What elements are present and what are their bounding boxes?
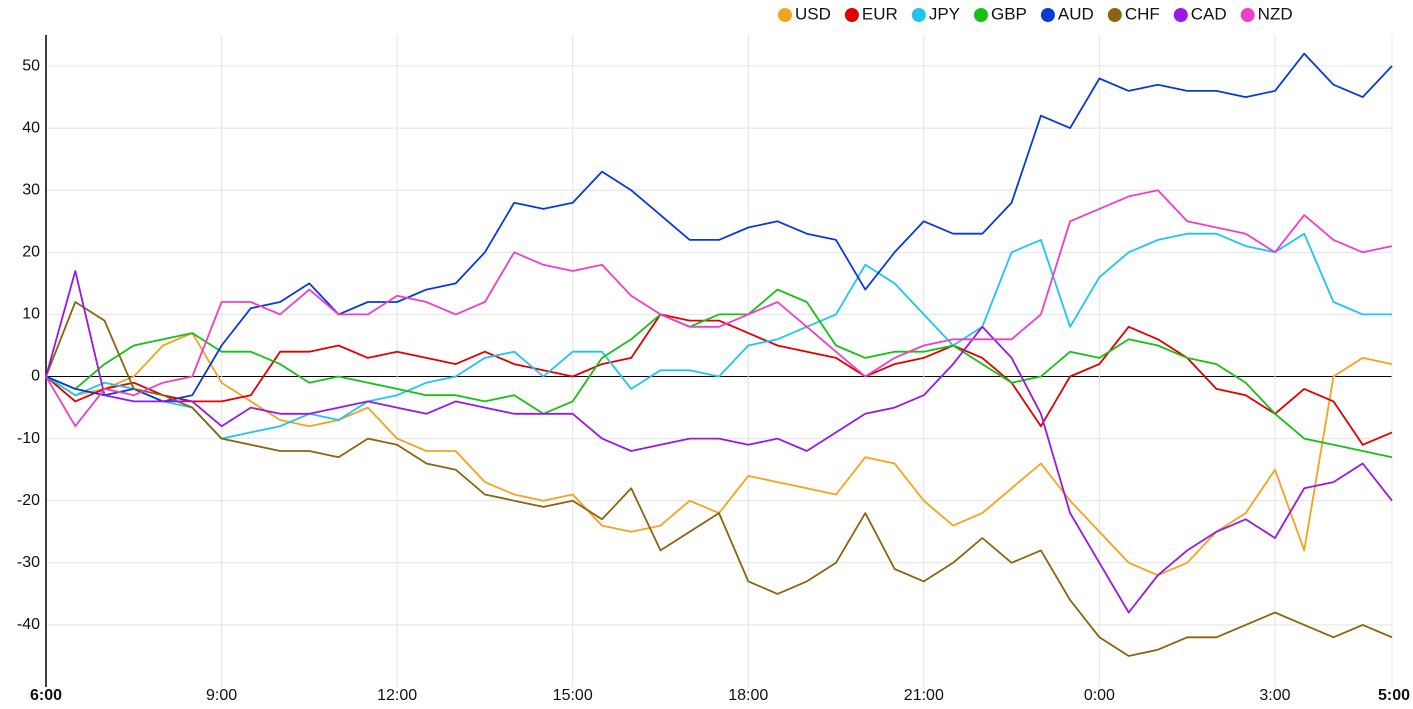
y-tick-label: -10 (17, 430, 40, 447)
legend-label: CHF (1125, 4, 1160, 23)
x-tick-label: 18:00 (728, 687, 768, 704)
series-line (45, 52, 1393, 403)
grid: -40 -30 -20 -10 0 10 20 30 40 50 6:00 9:00 12:00 15:0… (17, 35, 1410, 704)
x-tick-label: 21:00 (904, 687, 944, 704)
y-tick-label: 20 (22, 244, 40, 261)
x-tick-label: 12:00 (377, 687, 417, 704)
x-tick-label: 5:00 (1378, 687, 1410, 704)
y-tick-label: 30 (22, 181, 40, 198)
series-line (45, 232, 1392, 440)
series-line (45, 313, 1393, 446)
x-tick-label: 15:00 (553, 687, 593, 704)
legend-label: EUR (862, 4, 898, 23)
x-tick-label: 0:00 (1084, 687, 1115, 704)
y-tick-label: 40 (22, 119, 40, 136)
legend-marker (1107, 8, 1122, 22)
y-tick-label: 50 (22, 57, 40, 74)
legend-marker (1240, 8, 1255, 22)
plot-area (45, 52, 1393, 657)
legend-marker (1040, 8, 1055, 22)
x-tick-label: 9:00 (206, 687, 237, 704)
legend-label: CAD (1191, 4, 1227, 23)
legend-label: AUD (1058, 4, 1094, 23)
y-tick-label: -40 (17, 616, 40, 633)
legend-label: NZD (1258, 4, 1293, 23)
y-tick-label: 10 (22, 306, 40, 323)
legend-marker (844, 8, 859, 22)
legend-label: USD (795, 4, 831, 23)
legend-marker (778, 8, 792, 22)
y-tick-label: -20 (17, 492, 40, 509)
legend-marker (974, 8, 988, 22)
x-tick-label: 3:00 (1259, 687, 1290, 704)
series-line (45, 301, 1393, 657)
series-line (45, 189, 1393, 428)
legend-label: JPY (929, 4, 960, 23)
legend: USD EUR JPY GBP AUD CHF CAD NZD (778, 4, 1293, 23)
series-line (45, 288, 1393, 459)
legend-marker (911, 8, 926, 22)
y-tick-label: -30 (17, 554, 40, 571)
y-tick-label: 0 (31, 368, 40, 385)
legend-marker (1173, 8, 1188, 22)
series-line (45, 332, 1393, 577)
legend-label: GBP (991, 4, 1027, 23)
x-tick-label: 6:00 (30, 687, 62, 704)
series-line (45, 270, 1393, 614)
